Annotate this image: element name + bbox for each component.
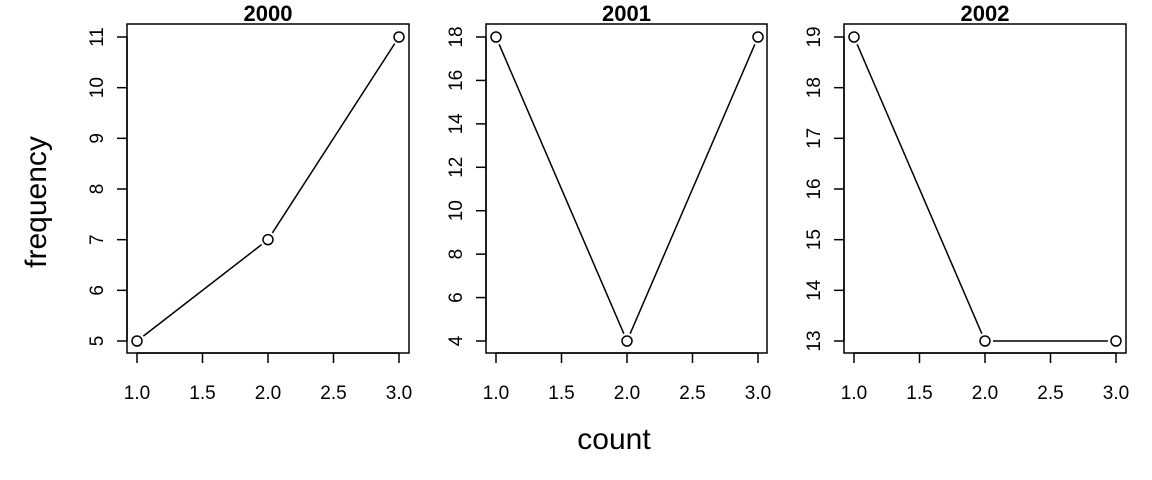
series-line-segment xyxy=(271,43,396,234)
y-tick-label: 10 xyxy=(87,77,108,98)
x-tick-label: 2.5 xyxy=(679,383,705,404)
y-tick-label: 16 xyxy=(446,70,467,91)
series-line-segment xyxy=(142,243,263,337)
series-line-segment xyxy=(629,44,756,334)
y-tick-label: 7 xyxy=(87,234,108,245)
data-point xyxy=(262,233,274,246)
y-tick-label: 9 xyxy=(87,133,108,144)
chart-panel-2000: 2000 1.0 1.5 2.0 2.5 3.0 5 6 7 8 9 10 11 xyxy=(87,1,412,404)
x-tick-label: 2.0 xyxy=(255,383,281,404)
panels: 2000 1.0 1.5 2.0 2.5 3.0 5 6 7 8 9 10 11 2001 1.0 1.5 2.… xyxy=(87,1,1129,404)
y-tick-label: 10 xyxy=(446,200,467,221)
x-tick-label: 2.0 xyxy=(614,383,640,404)
x-tick-label: 3.0 xyxy=(1103,383,1129,404)
y-axis-label: frequency xyxy=(20,136,53,268)
x-tick-label: 3.0 xyxy=(745,383,771,404)
series-line-segment xyxy=(856,44,983,334)
plot-frame xyxy=(126,23,410,354)
chart-panel-2001: 2001 1.0 1.5 2.0 2.5 3.0 4 6 8 10 12 14 16 18 xyxy=(446,1,771,404)
chart-title: 2000 xyxy=(244,1,293,26)
y-tick-label: 18 xyxy=(804,77,825,98)
chart-panel-2002: 2002 1.0 1.5 2.0 2.5 3.0 13 14 15 16 17 18 19 xyxy=(804,1,1129,404)
y-tick-label: 11 xyxy=(87,27,108,47)
y-tick-label: 4 xyxy=(446,335,467,346)
x-tick-label: 3.0 xyxy=(386,383,412,404)
x-tick-label: 1.0 xyxy=(841,383,867,404)
data-point xyxy=(131,335,143,347)
series-line-segment xyxy=(498,44,625,334)
x-tick-label: 1.5 xyxy=(189,383,215,404)
y-tick-label: 13 xyxy=(804,330,825,351)
y-tick-label: 8 xyxy=(87,184,108,195)
x-tick-label: 1.0 xyxy=(483,383,509,404)
data-point xyxy=(979,335,991,347)
data-point xyxy=(393,31,405,43)
y-tick-label: 14 xyxy=(446,113,467,135)
data-point xyxy=(1110,335,1122,347)
y-tick-label: 16 xyxy=(804,178,825,199)
chart-title: 2002 xyxy=(961,1,1010,26)
x-axis-label: count xyxy=(577,423,651,456)
chart-title: 2001 xyxy=(602,1,651,26)
y-tick-label: 8 xyxy=(446,249,467,260)
y-tick-label: 17 xyxy=(804,128,825,149)
y-tick-label: 6 xyxy=(87,285,108,296)
x-tick-label: 2.5 xyxy=(1037,383,1063,404)
data-point xyxy=(752,31,764,43)
x-tick-label: 2.5 xyxy=(320,383,346,404)
x-tick-label: 2.0 xyxy=(972,383,998,404)
data-point xyxy=(848,31,860,43)
y-tick-label: 18 xyxy=(446,26,467,47)
y-tick-label: 5 xyxy=(87,336,108,347)
plot-frame xyxy=(843,23,1127,354)
y-tick-label: 15 xyxy=(804,229,825,250)
y-tick-label: 14 xyxy=(804,279,825,301)
data-point xyxy=(621,335,633,347)
data-point xyxy=(490,31,502,43)
x-tick-label: 1.5 xyxy=(548,383,574,404)
y-tick-label: 12 xyxy=(446,157,467,178)
x-tick-label: 1.5 xyxy=(906,383,932,404)
x-tick-label: 1.0 xyxy=(124,383,150,404)
plot-frame xyxy=(485,23,768,354)
y-tick-label: 19 xyxy=(804,26,825,47)
y-tick-label: 6 xyxy=(446,292,467,303)
